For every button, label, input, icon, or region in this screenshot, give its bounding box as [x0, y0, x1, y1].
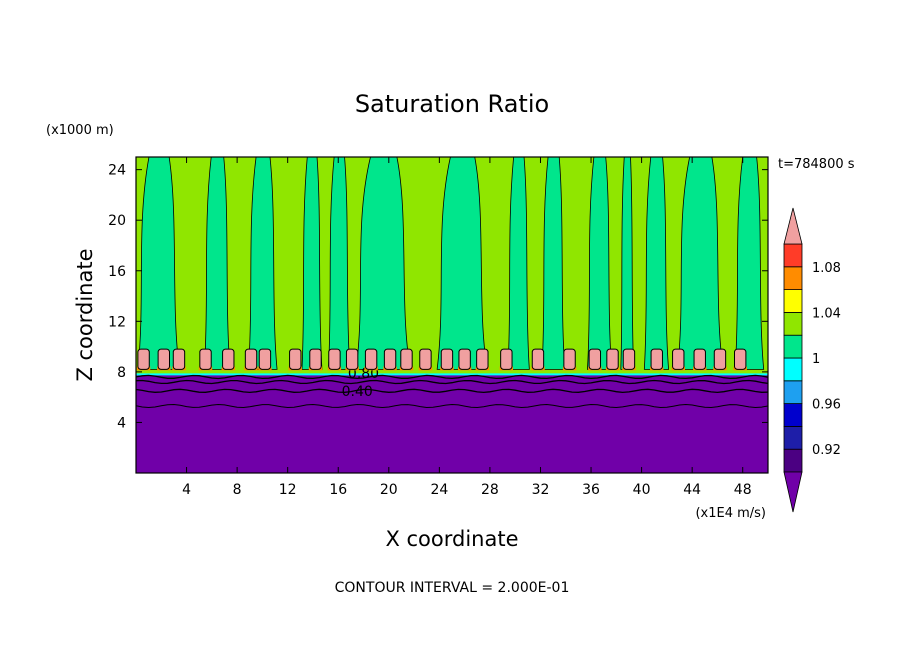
- contour-line-2: [136, 388, 768, 394]
- colorbar-tick-label: 1: [812, 352, 820, 367]
- supersat-cell-1: [157, 348, 170, 370]
- x-axis-ticks: 4 8 12 16 20 24 28 32 36 40 44 48: [182, 157, 752, 498]
- y-axis-ticks: 4 8 12 16 20 24: [108, 163, 768, 431]
- supersat-cell-6: [258, 348, 272, 370]
- contour-line-0: [136, 374, 768, 380]
- supersat-cell-21: [588, 348, 602, 370]
- column-11: [643, 157, 670, 370]
- y-tick-label: 24: [108, 163, 126, 179]
- x-tick-label: 12: [279, 482, 297, 498]
- x-axis-label: X coordinate: [385, 527, 518, 551]
- y-tick-label: 16: [108, 264, 126, 280]
- supersat-cell-9: [328, 348, 341, 370]
- supersat-cell-20: [563, 348, 576, 370]
- supersat-cell-7: [289, 348, 302, 370]
- chart-title: Saturation Ratio: [355, 90, 549, 118]
- contour-label: 0.40: [342, 384, 373, 400]
- supersat-cell-25: [672, 348, 685, 370]
- supersat-cell-5: [244, 348, 258, 370]
- supersat-cell-4: [222, 348, 235, 370]
- supersat-cell-17: [476, 348, 489, 370]
- time-label: t=784800 s: [778, 157, 855, 172]
- colorbar-tick-label: 0.92: [812, 443, 841, 458]
- column-2: [248, 157, 278, 370]
- plot-area: 0.800.40: [136, 157, 768, 473]
- y-tick-label: 8: [117, 365, 126, 381]
- supersat-cell-12: [383, 348, 397, 370]
- contour-line-1: [136, 379, 768, 385]
- x-unit-label: (x1E4 m/s): [695, 506, 766, 521]
- supersat-cell-8: [309, 348, 322, 370]
- colorbar-bin-8: [783, 266, 803, 290]
- supersat-cell-15: [440, 348, 454, 370]
- lower-layer-region: [136, 374, 768, 473]
- x-tick-label: 44: [683, 482, 701, 498]
- x-tick-label: 28: [481, 482, 499, 498]
- colorbar-bin-4: [783, 357, 803, 382]
- x-tick-label: 32: [532, 482, 550, 498]
- x-tick-label: 48: [734, 482, 752, 498]
- x-tick-label: 36: [582, 482, 600, 498]
- y-tick-label: 20: [108, 213, 126, 229]
- supersat-cell-18: [500, 348, 513, 370]
- colorbar-bin-5: [783, 334, 803, 359]
- colorbar-bin-7: [783, 289, 803, 313]
- x-tick-label: 20: [380, 482, 398, 498]
- column-7: [507, 157, 530, 370]
- y-tick-label: 12: [108, 314, 126, 330]
- supersat-cell-27: [713, 348, 727, 370]
- contour-interval-label: CONTOUR INTERVAL = 2.000E-01: [335, 580, 570, 596]
- colorbar-tick-label: 1.04: [812, 306, 841, 321]
- x-tick-label: 4: [182, 482, 191, 498]
- supersat-cell-22: [606, 348, 619, 370]
- colorbar: 0.92 0.96 1 1.04 1.08: [783, 207, 841, 513]
- colorbar-bin-1: [783, 425, 803, 450]
- supersat-cell-24: [650, 348, 663, 370]
- x-tick-label: 8: [233, 482, 242, 498]
- x-tick-label: 16: [329, 482, 347, 498]
- supersat-cell-28: [734, 348, 747, 370]
- colorbar-bin-2: [783, 403, 803, 427]
- column-13: [734, 157, 765, 370]
- y-axis-label: Z coordinate: [73, 248, 97, 381]
- x-tick-label: 40: [633, 482, 651, 498]
- supersat-cell-19: [531, 348, 545, 370]
- supersat-cell-10: [345, 348, 359, 370]
- supersat-cell-2: [172, 348, 186, 370]
- y-tick-label: 4: [117, 415, 126, 431]
- colorbar-under-arrow: [783, 471, 803, 513]
- contour-line-3: [136, 403, 768, 409]
- colorbar-over-arrow: [783, 207, 803, 245]
- supersat-cell-13: [400, 348, 413, 370]
- supersat-cell-23: [622, 348, 636, 370]
- column-10: [620, 157, 635, 370]
- x-tick-label: 24: [430, 482, 448, 498]
- y-unit-label: (x1000 m): [46, 123, 114, 138]
- supersat-cell-26: [693, 348, 706, 370]
- colorbar-bin-9: [783, 243, 803, 268]
- colorbar-bin-6: [783, 311, 803, 336]
- colorbar-bin-0: [783, 448, 803, 473]
- supersat-cell-0: [137, 348, 150, 370]
- supersat-cell-14: [419, 348, 432, 370]
- colorbar-tick-label: 0.96: [812, 398, 841, 413]
- colorbar-tick-label: 1.08: [812, 261, 841, 276]
- plot-frame: [135, 156, 769, 474]
- supersat-cell-3: [199, 348, 212, 370]
- supersat-cell-11: [364, 348, 378, 370]
- supersat-cell-16: [458, 348, 471, 370]
- colorbar-bin-3: [783, 380, 803, 404]
